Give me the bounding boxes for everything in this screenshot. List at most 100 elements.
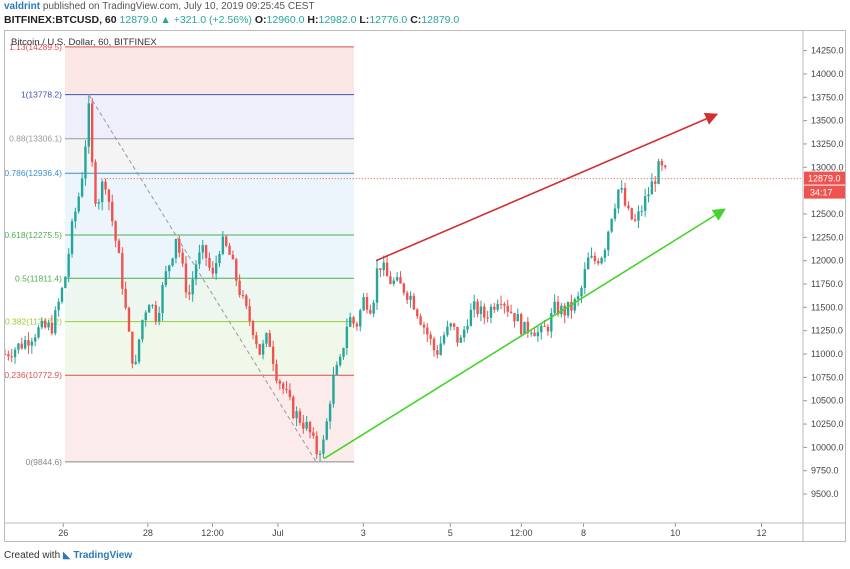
low-label: L: [359, 14, 370, 26]
candle-body [50, 322, 54, 334]
candle-body [178, 238, 181, 253]
candle-body [586, 257, 590, 270]
candle-body [523, 321, 526, 335]
price-tick-label: 14000.0 [811, 69, 844, 79]
candle-body [141, 320, 144, 340]
candle-body [184, 263, 188, 293]
candle-body [493, 306, 496, 310]
fib-level-label: 0.786(12936.4) [5, 168, 62, 178]
candle-body [94, 162, 97, 204]
candle-body [64, 276, 67, 288]
candle-body [218, 254, 221, 264]
candle-body [657, 161, 660, 184]
candle-body [44, 321, 47, 328]
candle-body [385, 262, 389, 277]
candle-body [345, 326, 349, 349]
candle-body [664, 165, 667, 168]
candle-body [560, 305, 563, 315]
trendlines [323, 112, 726, 460]
candle-body [131, 331, 134, 364]
candle-body [486, 317, 489, 319]
candle-body [647, 194, 650, 197]
candle-body [660, 161, 664, 166]
lower-trendline [323, 208, 726, 460]
price-tick-label: 11000.0 [811, 349, 843, 359]
candle-body [127, 307, 131, 332]
open-label: O: [254, 14, 267, 26]
chart-header: valdrint published on TradingView.com, J… [0, 0, 850, 30]
fib-band [65, 138, 354, 174]
candle-body [593, 255, 597, 262]
candle-body [506, 305, 509, 312]
candle-body [442, 335, 446, 344]
candle-body [405, 292, 409, 300]
candle-body [77, 196, 80, 212]
candle-body [473, 301, 476, 310]
fib-level-label: 0.618(12275.5) [5, 230, 62, 240]
candle-body [483, 306, 486, 318]
candle-body [70, 221, 74, 254]
chart-title: Bitcoin / U.S. Dollar, 60, BITFINEX [11, 37, 157, 48]
candle-body [121, 253, 124, 289]
fib-level-label: 0.5(11811.4) [15, 273, 62, 283]
footer: Created with ◣ TradingView [4, 550, 132, 561]
open-value: 12960.0 [266, 14, 305, 26]
price-chart[interactable]: 1.13(14289.5) 1(13778.2) 0.88(13306.1) 0.78… [3, 31, 845, 541]
price-axis: 14250.0 14000.0 13750.0 13500.0 13250.0 13000… [803, 46, 845, 499]
candle-body [114, 221, 117, 241]
candle-body [583, 269, 587, 289]
candle-body [530, 332, 533, 334]
time-tick-label: 10 [670, 528, 680, 538]
close-label: C: [410, 14, 422, 26]
candle-body [446, 326, 449, 336]
author-link[interactable]: valdrint [4, 1, 41, 12]
candle-body [392, 280, 395, 284]
candle-body [60, 287, 64, 302]
candle-body [613, 208, 617, 219]
candle-body [54, 310, 57, 334]
chart-area[interactable]: 1.13(14289.5) 1(13778.2) 0.88(13306.1) 0.78… [3, 30, 846, 542]
fib-level-label: 0.382(11347.2) [5, 317, 62, 327]
candle-body [225, 236, 228, 246]
candle-body [362, 296, 365, 311]
candle-body [543, 325, 546, 327]
candle-body [164, 271, 168, 286]
candle-body [355, 323, 359, 327]
time-axis: 26 28 12:00 Jul 3 5 12:00 8 10 12 [58, 523, 767, 538]
candle-body [342, 348, 345, 357]
tradingview-brand-link[interactable]: TradingView [73, 550, 133, 561]
candle-body [436, 350, 439, 355]
candle-body [439, 343, 442, 355]
price-tick-label: 11750.0 [811, 279, 843, 289]
change-value: 12879.0 ▲ +321.0 (+2.56%) [119, 14, 252, 26]
candle-body [47, 322, 50, 328]
candle-body [181, 252, 184, 264]
fib-level-label: 0.88(13306.1) [9, 134, 62, 144]
candle-body [452, 323, 456, 327]
fib-level-label: 1(13778.2) [21, 90, 62, 100]
candle-body [137, 339, 141, 362]
candle-body [395, 277, 399, 281]
candle-body [409, 295, 412, 300]
candle-body [600, 257, 603, 264]
candle-body [305, 421, 308, 429]
candle-body [375, 268, 379, 303]
time-tick-label: 12:00 [510, 528, 533, 538]
candle-body [268, 333, 271, 347]
candle-body [281, 383, 285, 389]
candle-body [449, 323, 452, 327]
price-tick-label: 12500.0 [811, 209, 844, 219]
candle-body [298, 411, 302, 423]
low-value: 12776.0 [369, 14, 408, 26]
price-tick-label: 11500.0 [811, 302, 843, 312]
candle-body [285, 388, 288, 391]
candle-body [288, 390, 292, 397]
candle-body [576, 296, 580, 300]
time-tick-label: 28 [143, 528, 153, 538]
candle-body [198, 252, 201, 265]
candle-body [157, 312, 161, 322]
candle-body [211, 267, 214, 274]
symbol-label: BITFINEX:BTCUSD, 60 [4, 14, 117, 26]
candle-body [620, 188, 623, 190]
candle-body [630, 208, 633, 220]
